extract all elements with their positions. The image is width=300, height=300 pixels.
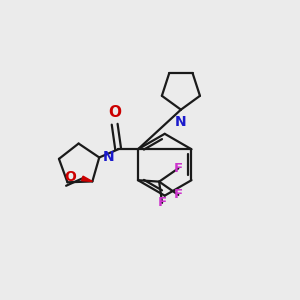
Text: O: O: [64, 170, 76, 184]
Text: O: O: [108, 105, 121, 120]
Text: N: N: [103, 151, 114, 164]
Polygon shape: [82, 176, 92, 182]
Text: F: F: [174, 162, 183, 175]
Text: N: N: [175, 115, 187, 129]
Text: F: F: [158, 196, 167, 209]
Text: F: F: [174, 188, 183, 201]
